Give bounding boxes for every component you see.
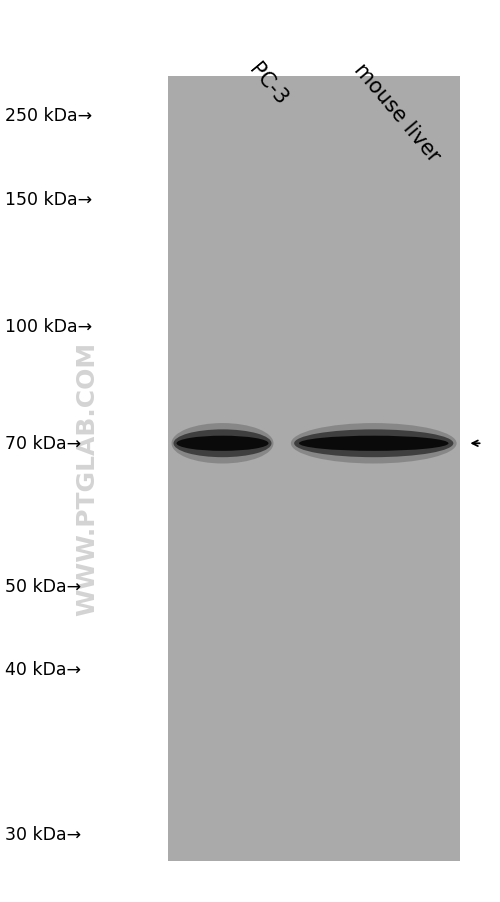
Ellipse shape: [291, 424, 456, 464]
Text: 30 kDa→: 30 kDa→: [5, 825, 81, 843]
Text: mouse liver: mouse liver: [350, 60, 444, 166]
Text: WWW.PTGLAB.COM: WWW.PTGLAB.COM: [76, 341, 100, 615]
Text: PC-3: PC-3: [245, 60, 291, 109]
Text: 70 kDa→: 70 kDa→: [5, 435, 81, 453]
Text: 100 kDa→: 100 kDa→: [5, 318, 92, 336]
Bar: [168, 77, 460, 861]
Ellipse shape: [172, 424, 274, 464]
Ellipse shape: [299, 437, 448, 451]
Ellipse shape: [176, 437, 268, 451]
Text: 150 kDa→: 150 kDa→: [5, 191, 92, 209]
Text: 250 kDa→: 250 kDa→: [5, 106, 92, 124]
Text: 40 kDa→: 40 kDa→: [5, 660, 81, 678]
Ellipse shape: [174, 430, 272, 457]
Text: 50 kDa→: 50 kDa→: [5, 577, 81, 595]
Ellipse shape: [294, 430, 454, 457]
